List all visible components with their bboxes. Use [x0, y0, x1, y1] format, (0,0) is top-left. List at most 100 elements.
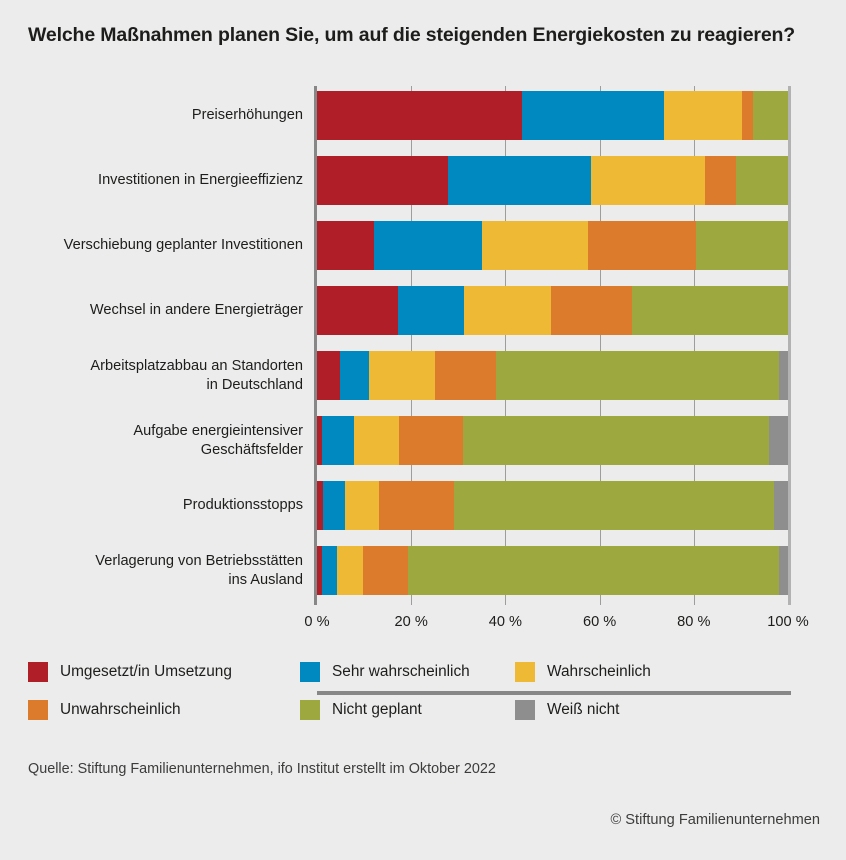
bar-segment [695, 221, 788, 270]
bar-segment [495, 351, 779, 400]
bar-segment [322, 416, 355, 465]
stacked-bar [317, 221, 788, 270]
bar-row [317, 221, 788, 270]
bar-segment [323, 481, 346, 530]
bar-segment [591, 156, 706, 205]
legend-item[interactable]: Sehr wahrscheinlich [300, 662, 515, 682]
category-label: Verlagerung von Betriebsstätten ins Ausla… [95, 552, 303, 588]
stacked-bar [317, 351, 788, 400]
bar-segment [463, 286, 552, 335]
bar-row [317, 351, 788, 400]
bar-row [317, 416, 788, 465]
stacked-bar [317, 156, 788, 205]
x-axis-tick-labels: 0 % 20 % 40 % 60 % 80 % 100 % [0, 614, 846, 640]
stacked-bar [317, 91, 788, 140]
x-tick-label: 60 % [582, 614, 617, 630]
stacked-bar [317, 481, 788, 530]
bar-segment [769, 416, 788, 465]
bar-segment [317, 416, 323, 465]
legend-label: Wahrscheinlich [547, 663, 651, 680]
category-label: Produktionsstopps [182, 497, 303, 513]
bar-segment [736, 156, 788, 205]
category-label: Wechsel in andere Energieträger [89, 302, 303, 318]
bar-segment [398, 286, 464, 335]
page-title: Welche Maßnahmen planen Sie, um auf die … [28, 24, 796, 46]
legend-row: Unwahrscheinlich Nicht geplant Weiß nicht [28, 700, 828, 738]
x-tick-label: 0 % [304, 614, 330, 630]
bar-segment [317, 546, 323, 595]
bar-segment [778, 546, 788, 595]
bar-segment [435, 351, 496, 400]
legend-item[interactable]: Nicht geplant [300, 700, 515, 720]
bar-segment [632, 286, 788, 335]
chart-canvas [0, 86, 846, 695]
x-tick-label: 80 % [677, 614, 711, 630]
legend-swatch-icon [28, 662, 48, 682]
bar-row [317, 286, 788, 335]
bar-segment [481, 221, 588, 270]
stacked-bar [317, 416, 788, 465]
gridline-100 [788, 86, 791, 605]
x-axis-line [317, 691, 791, 695]
gridline-60 [599, 86, 601, 605]
legend-label: Unwahrscheinlich [60, 701, 181, 718]
bar-segment [322, 546, 338, 595]
category-labels: Preiserhöhungen Investitionen in Energiee… [0, 86, 303, 605]
bar-segment [521, 91, 665, 140]
bar-segment [454, 481, 775, 530]
source-note: Quelle: Stiftung Familienunternehmen, if… [28, 761, 496, 777]
legend-swatch-icon [28, 700, 48, 720]
bar-row [317, 481, 788, 530]
copyright-note: © Stiftung Familienunternehmen [610, 812, 820, 828]
bar-segment [354, 416, 400, 465]
bar-segment [379, 481, 455, 530]
bar-segment [369, 351, 436, 400]
legend-row: Umgesetzt/in Umsetzung Sehr wahrscheinlic… [28, 662, 828, 700]
plot-area [314, 86, 791, 605]
bar-segment [551, 286, 633, 335]
legend-swatch-icon [515, 662, 535, 682]
legend-swatch-icon [515, 700, 535, 720]
bar-segment [340, 351, 370, 400]
category-label: Investitionen in Energieeffizienz [98, 172, 303, 188]
legend-label: Nicht geplant [332, 701, 422, 718]
legend-label: Umgesetzt/in Umsetzung [60, 663, 232, 680]
bar-segment [399, 416, 463, 465]
category-label: Arbeitsplatzabbau an Standorten in Deutsc… [90, 357, 303, 393]
bar-segment [407, 546, 779, 595]
legend-swatch-icon [300, 662, 320, 682]
bar-segment [664, 91, 742, 140]
legend-item[interactable]: Unwahrscheinlich [28, 700, 300, 720]
bar-segment [317, 91, 522, 140]
legend-item[interactable]: Umgesetzt/in Umsetzung [28, 662, 300, 682]
bar-segment [753, 91, 788, 140]
bar-segment [373, 221, 482, 270]
legend-swatch-icon [300, 700, 320, 720]
legend-item[interactable]: Weiß nicht [515, 700, 730, 720]
bar-segment [705, 156, 737, 205]
bar-segment [317, 481, 324, 530]
gridline-0 [314, 86, 317, 605]
legend-label: Sehr wahrscheinlich [332, 663, 470, 680]
chart-legend: Umgesetzt/in Umsetzung Sehr wahrscheinlic… [28, 662, 828, 738]
bar-segment [778, 351, 788, 400]
bar-row [317, 156, 788, 205]
bar-rows [317, 86, 788, 605]
x-tick-label: 20 % [394, 614, 428, 630]
legend-item[interactable]: Wahrscheinlich [515, 662, 730, 682]
bar-segment [462, 416, 770, 465]
stacked-bar [317, 286, 788, 335]
bar-segment [337, 546, 364, 595]
category-label: Verschiebung geplanter Investitionen [63, 237, 303, 253]
bar-segment [447, 156, 592, 205]
x-tick-label: 100 % [767, 614, 809, 630]
bar-segment [363, 546, 408, 595]
category-label: Aufgabe energieintensiver Geschäftsfelder [133, 422, 303, 458]
bar-segment [317, 351, 341, 400]
bar-row [317, 546, 788, 595]
bar-segment [317, 286, 398, 335]
bar-segment [317, 221, 374, 270]
category-label: Preiserhöhungen [191, 107, 303, 123]
gridline-20 [411, 86, 413, 605]
